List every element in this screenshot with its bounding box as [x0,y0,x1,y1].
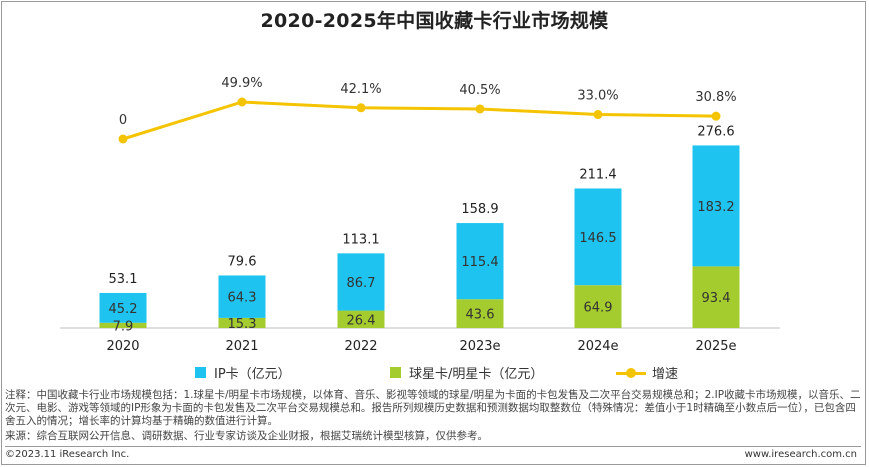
bar-segment-star-card [456,299,504,328]
data-label-total: 158.9 [461,202,498,217]
x-tick-label: 2020 [106,339,139,354]
growth-label: 40.5% [459,83,500,98]
bar-segment-star-card [574,285,622,328]
data-label-star-card: 7.9 [113,319,134,334]
legend-swatch-growth [616,367,646,379]
source-note: 来源：综合互联网公开信息、调研数据、行业专家访谈及企业财报，根据艾瑞统计模型核算… [5,430,488,442]
data-label-total: 53.1 [109,272,138,287]
growth-label: 49.9% [221,76,262,91]
data-label-star-card: 26.4 [347,313,376,328]
growth-point [118,134,128,144]
data-label-ip-card: 115.4 [461,255,498,270]
legend-label-growth: 增速 [652,367,679,382]
x-tick-label: 2021 [225,339,258,354]
bar-segment-ip-card [456,223,504,300]
bar-segment-star-card [99,322,147,328]
legend-label-star-card: 球星卡/明星卡（亿元） [409,367,544,382]
growth-point [237,97,247,107]
data-label-star-card: 64.9 [584,301,613,316]
growth-point [593,110,603,120]
bar-segment-ip-card [218,275,266,318]
data-label-total: 79.6 [228,254,257,269]
x-tick-label: 2024e [577,339,618,354]
growth-label: 42.1% [340,82,381,97]
legend-swatch-star-card [390,367,401,378]
bar-segment-ip-card [99,292,147,323]
bar-segment-ip-card [692,145,740,267]
data-label-total: 113.1 [342,232,379,247]
legend-item-star-card: 球星卡/明星卡（亿元） [390,363,543,382]
copyright: ©2023.11 iResearch Inc. [5,449,130,460]
data-label-ip-card: 86.7 [347,276,376,291]
growth-label: 33.0% [577,89,618,104]
legend-label-ip-card: IP卡（亿元） [214,367,291,382]
x-tick-label: 2023e [459,339,500,354]
data-label-ip-card: 183.2 [697,200,734,215]
data-label-ip-card: 64.3 [228,291,257,306]
bar-segment-star-card [337,310,385,328]
legend-item-ip-card: IP卡（亿元） [195,363,291,382]
x-tick-label: 2025e [695,339,736,354]
data-label-ip-card: 45.2 [109,302,138,317]
website: www.iresearch.com.cn [744,449,857,460]
data-label-star-card: 93.4 [702,291,731,306]
data-label-star-card: 15.3 [228,317,257,332]
x-tick-label: 2022 [344,339,377,354]
bar-segment-star-card [692,266,740,328]
bar-segment-star-card [218,317,266,328]
growth-point [711,111,721,121]
bar-segment-ip-card [574,188,622,286]
growth-line [122,100,717,141]
legend-swatch-ip-card [195,367,206,378]
growth-label: 30.8% [695,90,736,105]
chart-title: 2020-2025年中国收藏卡行业市场规模 [260,10,609,32]
bar-segment-ip-card [337,253,385,311]
growth-point [475,104,485,114]
data-label-total: 276.6 [697,124,734,139]
legend-item-growth: 增速 [616,363,678,382]
footnote: 注释：中国收藏卡行业市场规模包括：1.球星卡/明星卡市场规模，以体育、音乐、影视… [5,389,861,427]
footer-divider [5,446,861,447]
data-label-star-card: 43.6 [466,308,495,323]
data-label-total: 211.4 [579,167,616,182]
data-label-ip-card: 146.5 [579,231,616,246]
growth-label: 0 [119,113,127,128]
growth-point [356,103,366,113]
